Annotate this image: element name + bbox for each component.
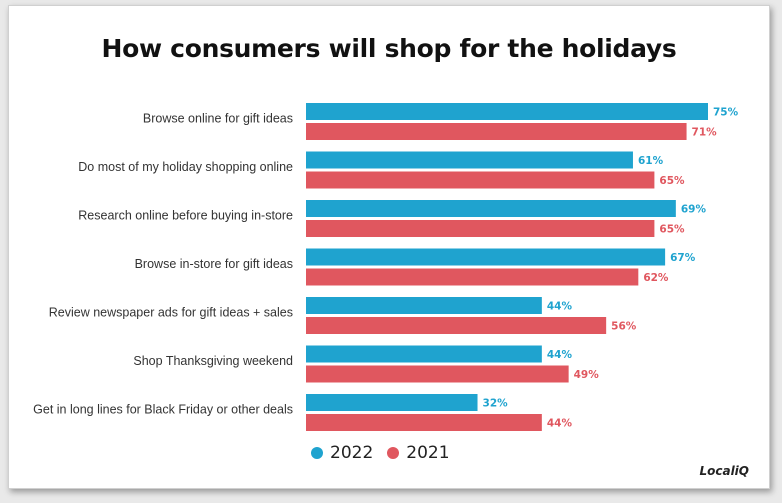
bar-2021-browse-online-for-gift-ideas <box>306 123 687 140</box>
legend: 2022 2021 <box>311 443 450 463</box>
value-label-2021-get-in-long-lines-for-black-friday-or-other-deals: 44% <box>547 418 573 430</box>
legend-label-2022: 2022 <box>330 443 374 463</box>
category-label-browse-online-for-gift-ideas: Browse online for gift ideas <box>143 111 293 125</box>
value-label-2022-browse-in-store-for-gift-ideas: 67% <box>670 252 696 264</box>
bar-2022-do-most-of-my-holiday-shopping-online <box>306 151 633 169</box>
legend-item-2021: 2021 <box>387 443 450 463</box>
bar-2021-do-most-of-my-holiday-shopping-online <box>306 171 655 189</box>
legend-label-2021: 2021 <box>406 443 450 463</box>
chart-card: How consumers will shop for the holidays… <box>8 5 770 489</box>
value-label-2022-get-in-long-lines-for-black-friday-or-other-deals: 32% <box>483 398 509 410</box>
bar-2021-browse-in-store-for-gift-ideas <box>306 268 639 286</box>
value-label-2021-research-online-before-buying-in-store: 65% <box>659 224 685 236</box>
value-label-2021-browse-in-store-for-gift-ideas: 62% <box>643 272 669 284</box>
category-label-research-online-before-buying-in-store: Research online before buying in-store <box>78 208 293 222</box>
bar-2021-get-in-long-lines-for-black-friday-or-other-deals <box>306 414 542 431</box>
legend-swatch-2021 <box>387 447 400 459</box>
bar-2021-review-newspaper-ads-for-gift-ideas-sales <box>306 317 607 334</box>
legend-swatch-2022 <box>311 447 323 459</box>
value-label-2022-review-newspaper-ads-for-gift-ideas-sales: 44% <box>547 301 573 313</box>
bar-2022-shop-thanksgiving-weekend <box>306 345 542 363</box>
value-label-2022-research-online-before-buying-in-store: 69% <box>681 204 707 216</box>
chart-title: How consumers will shop for the holidays <box>101 34 677 63</box>
value-label-2021-browse-online-for-gift-ideas: 71% <box>692 127 718 139</box>
category-label-review-newspaper-ads-for-gift-ideas-sales: Review newspaper ads for gift ideas + sa… <box>49 305 293 319</box>
bar-2021-shop-thanksgiving-weekend <box>306 365 569 383</box>
legend-item-2022: 2022 <box>311 443 373 463</box>
value-label-2022-browse-online-for-gift-ideas: 75% <box>713 107 739 119</box>
bar-2022-get-in-long-lines-for-black-friday-or-other-deals <box>306 394 478 411</box>
value-label-2021-review-newspaper-ads-for-gift-ideas-sales: 56% <box>611 321 637 333</box>
category-label-shop-thanksgiving-weekend: Shop Thanksgiving weekend <box>133 354 293 368</box>
brand-logo: LocaliQ <box>699 464 749 478</box>
bar-2021-research-online-before-buying-in-store <box>306 220 655 237</box>
value-label-2021-shop-thanksgiving-weekend: 49% <box>574 369 600 381</box>
bar-2022-browse-in-store-for-gift-ideas <box>306 248 666 266</box>
value-label-2022-do-most-of-my-holiday-shopping-online: 61% <box>638 155 664 167</box>
category-label-do-most-of-my-holiday-shopping-online: Do most of my holiday shopping online <box>78 160 293 174</box>
value-label-2022-shop-thanksgiving-weekend: 44% <box>547 349 573 361</box>
bar-2022-browse-online-for-gift-ideas <box>306 103 708 120</box>
category-label-get-in-long-lines-for-black-friday-or-other-deals: Get in long lines for Black Friday or ot… <box>33 402 293 416</box>
category-label-browse-in-store-for-gift-ideas: Browse in-store for gift ideas <box>135 257 293 271</box>
value-label-2021-do-most-of-my-holiday-shopping-online: 65% <box>659 175 685 187</box>
bar-2022-review-newspaper-ads-for-gift-ideas-sales <box>306 297 542 314</box>
bar-chart: Browse online for gift ideas 75% 71% Do mos… <box>33 103 739 431</box>
bar-2022-research-online-before-buying-in-store <box>306 200 676 217</box>
